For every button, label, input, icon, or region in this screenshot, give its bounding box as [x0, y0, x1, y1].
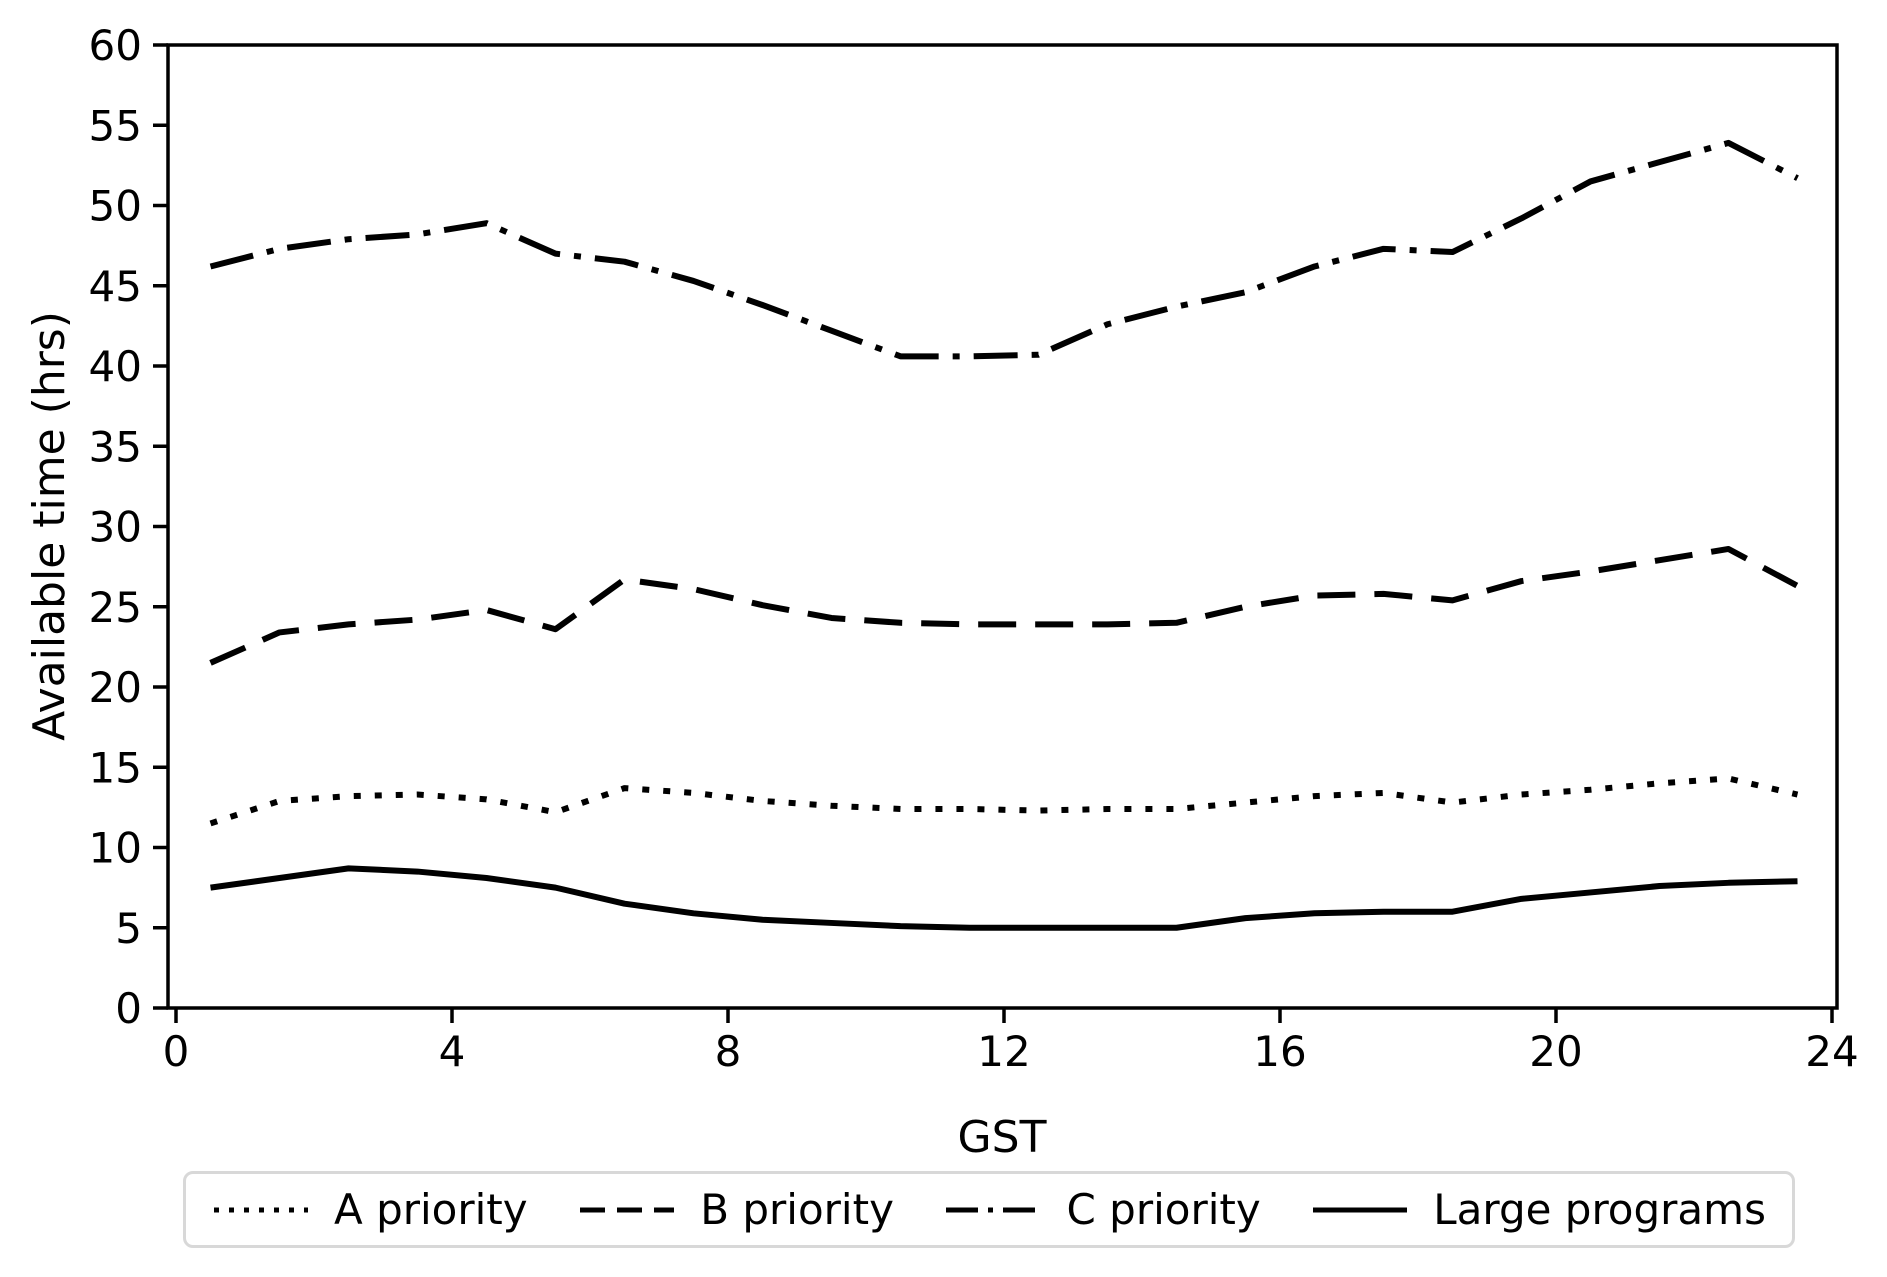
- y-tick-label: 60: [89, 21, 142, 70]
- series-line-b-priority: [209, 545, 1799, 666]
- y-tick-label: 35: [89, 422, 142, 471]
- legend-label: Large programs: [1433, 1185, 1766, 1234]
- x-tick-label: 24: [1805, 1027, 1858, 1076]
- y-axis-title: Available time (hrs): [24, 311, 75, 741]
- y-tick-label: 15: [89, 743, 142, 792]
- x-tick-label: 8: [715, 1027, 742, 1076]
- y-tick-label: 30: [89, 503, 142, 552]
- x-tick-label: 16: [1253, 1027, 1306, 1076]
- x-tick-label: 20: [1529, 1027, 1582, 1076]
- x-tick-label: 12: [977, 1027, 1030, 1076]
- x-axis-title: GST: [958, 1112, 1047, 1163]
- legend-entry-a-priority: A priority: [212, 1185, 528, 1234]
- plot-border: [166, 43, 1839, 1010]
- y-tick-label: 45: [89, 262, 142, 311]
- y-tick-label: 0: [115, 984, 142, 1033]
- solid-line-swatch: [1313, 1207, 1408, 1212]
- y-tick-label: 40: [89, 342, 142, 391]
- y-tick-label: 20: [89, 663, 142, 712]
- series-line-a-priority: [209, 775, 1799, 827]
- legend-entry-b-priority: B priority: [578, 1185, 894, 1234]
- x-tick-label: 0: [163, 1027, 190, 1076]
- legend-label: A priority: [334, 1185, 528, 1234]
- y-tick-label: 50: [89, 182, 142, 231]
- legend-entry-large-programs: Large programs: [1311, 1185, 1766, 1234]
- dashed-line-swatch: [580, 1207, 675, 1212]
- x-tick-label: 4: [439, 1027, 466, 1076]
- y-tick-label: 25: [89, 583, 142, 632]
- legend-label: C priority: [1066, 1185, 1261, 1234]
- legend: A priority B priority C priority Large p…: [183, 1171, 1795, 1248]
- dotted-line-swatch: [214, 1207, 308, 1212]
- series-line-c-priority: [209, 139, 1799, 360]
- legend-entry-c-priority: C priority: [944, 1185, 1261, 1234]
- dashdot-line-swatch: [946, 1207, 1041, 1212]
- legend-label: B priority: [700, 1185, 894, 1234]
- y-tick-label: 55: [89, 101, 142, 150]
- series-line-large-programs: [210, 865, 1798, 931]
- y-tick-label: 5: [115, 904, 142, 953]
- y-tick-label: 10: [89, 824, 142, 873]
- plot-area: 0 4 8 12 16 20 24 0 5 10 15 20 25 30 35 40 45 50 55 60: [89, 21, 1859, 1076]
